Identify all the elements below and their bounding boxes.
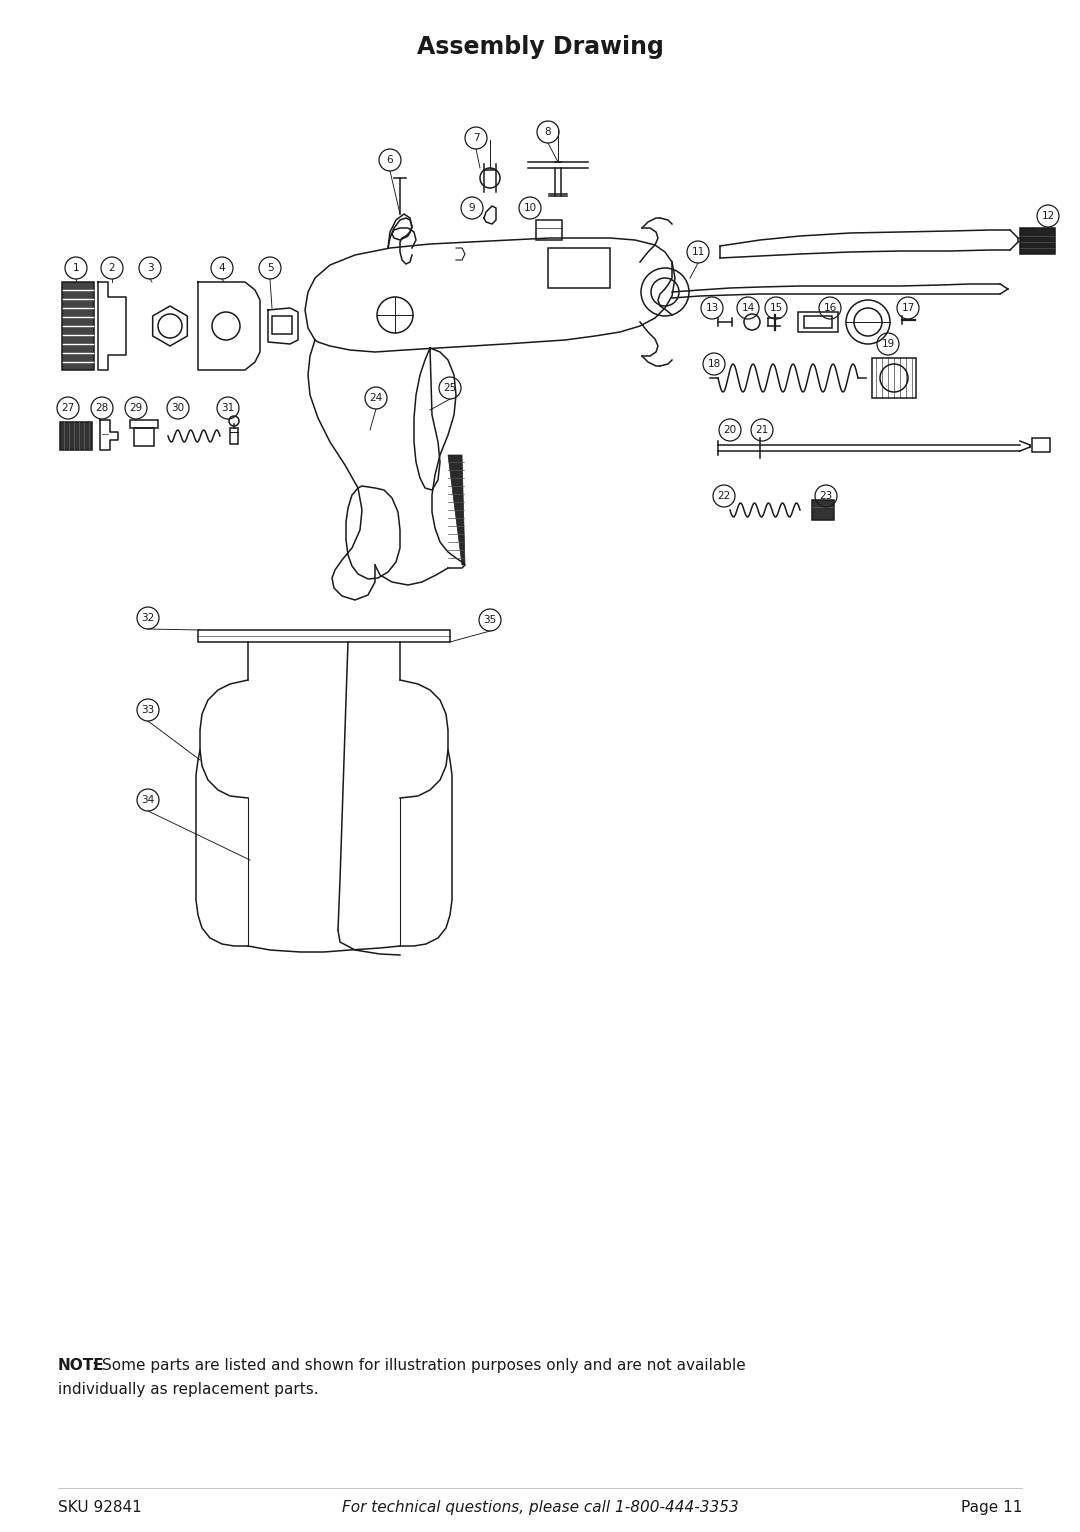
Text: Page 11: Page 11 [960,1500,1022,1515]
Text: 27: 27 [62,403,75,414]
Text: 2: 2 [109,264,116,273]
Text: 20: 20 [724,424,737,435]
Text: 35: 35 [484,614,497,625]
Text: 8: 8 [544,127,551,136]
Bar [872,358,916,398]
Bar [812,499,834,519]
Text: 23: 23 [820,490,833,501]
Bar [1020,228,1055,254]
Text: 6: 6 [387,155,393,165]
Bar [62,282,94,371]
Text: 24: 24 [369,394,382,403]
Text: 7: 7 [473,133,480,142]
Bar [130,420,158,427]
Text: For technical questions, please call 1-800-444-3353: For technical questions, please call 1-8… [341,1500,739,1515]
Text: 5: 5 [267,264,273,273]
Bar [272,316,292,334]
Text: 13: 13 [705,303,718,313]
Text: 31: 31 [221,403,234,414]
Text: 10: 10 [524,204,537,213]
Text: 29: 29 [130,403,143,414]
Text: 18: 18 [707,358,720,369]
Bar [230,427,238,444]
Text: 12: 12 [1041,211,1055,221]
Text: 22: 22 [717,490,731,501]
Text: 25: 25 [444,383,457,394]
Text: 16: 16 [823,303,837,313]
Text: 15: 15 [769,303,783,313]
Text: 4: 4 [218,264,226,273]
Text: : Some parts are listed and shown for illustration purposes only and are not ava: : Some parts are listed and shown for il… [92,1357,746,1373]
Text: SKU 92841: SKU 92841 [58,1500,141,1515]
Text: 11: 11 [691,247,704,257]
Bar [1032,438,1050,452]
Polygon shape [448,455,465,565]
Text: 9: 9 [469,204,475,213]
Text: 28: 28 [95,403,109,414]
Text: 17: 17 [902,303,915,313]
Bar [804,316,832,328]
Bar [198,630,450,642]
Text: 3: 3 [147,264,153,273]
Text: 32: 32 [141,613,154,624]
Bar [134,427,154,446]
Bar [798,313,838,332]
Text: 33: 33 [141,705,154,715]
Bar [548,248,610,288]
Text: Assembly Drawing: Assembly Drawing [417,35,663,60]
Text: 34: 34 [141,795,154,804]
Text: individually as replacement parts.: individually as replacement parts. [58,1382,319,1397]
Text: 1: 1 [72,264,79,273]
Text: 30: 30 [172,403,185,414]
Text: NOTE: NOTE [58,1357,105,1373]
Bar [60,421,92,450]
Text: 14: 14 [741,303,755,313]
Bar [536,221,562,241]
Text: 21: 21 [755,424,769,435]
Text: 19: 19 [881,339,894,349]
